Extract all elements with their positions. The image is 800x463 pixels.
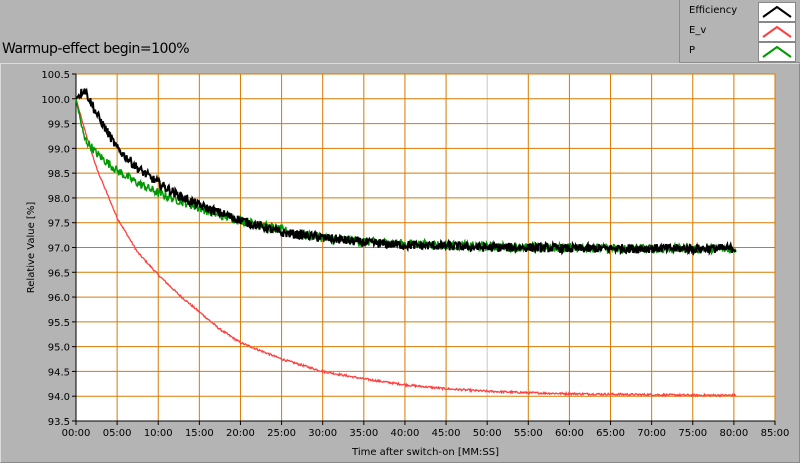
x-tick-label: 70:00 — [637, 428, 666, 439]
x-tick-label: 35:00 — [349, 428, 378, 439]
x-tick-label: 00:00 — [62, 428, 91, 439]
legend-item-p[interactable]: P — [680, 41, 800, 62]
legend: Efficiency E_v P — [679, 0, 800, 63]
y-tick-label: 96.5 — [48, 268, 70, 279]
y-axis-title: Relative Value [%] — [26, 202, 37, 294]
legend-label: P — [689, 45, 696, 56]
x-tick-label: 55:00 — [514, 428, 543, 439]
chart-title: Warmup-effect begin=100% — [2, 41, 190, 57]
line-swatch-icon — [758, 42, 796, 62]
y-tick-label: 97.0 — [48, 244, 70, 255]
y-tick-label: 94.0 — [48, 392, 70, 403]
x-tick-label: 60:00 — [555, 428, 584, 439]
y-tick-label: 98.5 — [48, 169, 70, 180]
y-tick-label: 95.5 — [48, 318, 70, 329]
y-tick-label: 93.5 — [48, 417, 70, 428]
legend-item-efficiency[interactable]: Efficiency — [680, 1, 800, 22]
y-tick-label: 98.0 — [48, 194, 70, 205]
x-tick-label: 45:00 — [432, 428, 461, 439]
x-axis-title: Time after switch-on [MM:SS] — [351, 447, 499, 458]
series-line-ev — [75, 98, 737, 398]
x-tick-label: 10:00 — [144, 428, 173, 439]
y-tick-label: 96.0 — [48, 293, 70, 304]
x-tick-label: 80:00 — [719, 428, 748, 439]
x-tick-label: 40:00 — [391, 428, 420, 439]
x-tick-label: 15:00 — [185, 428, 214, 439]
x-tick-label: 30:00 — [308, 428, 337, 439]
y-tick-label: 100.0 — [41, 95, 70, 106]
x-tick-label: 50:00 — [473, 428, 502, 439]
y-tick-label: 94.5 — [48, 367, 70, 378]
x-tick-label: 20:00 — [226, 428, 255, 439]
x-tick-label: 05:00 — [103, 428, 132, 439]
legend-label: Efficiency — [689, 5, 738, 16]
y-tick-label: 95.0 — [48, 343, 70, 354]
x-tick-label: 85:00 — [761, 428, 790, 439]
y-tick-label: 99.5 — [48, 120, 70, 131]
y-tick-label: 100.5 — [41, 70, 70, 81]
series-line-efficiency — [75, 87, 737, 257]
legend-label: E_v — [689, 25, 707, 36]
line-swatch-icon — [758, 22, 796, 42]
legend-item-ev[interactable]: E_v — [680, 21, 800, 42]
line-swatch-icon — [758, 2, 796, 22]
y-tick-label: 97.5 — [48, 219, 70, 230]
x-tick-label: 25:00 — [267, 428, 296, 439]
x-tick-label: 65:00 — [596, 428, 625, 439]
x-tick-label: 75:00 — [678, 428, 707, 439]
y-tick-label: 99.0 — [48, 144, 70, 155]
